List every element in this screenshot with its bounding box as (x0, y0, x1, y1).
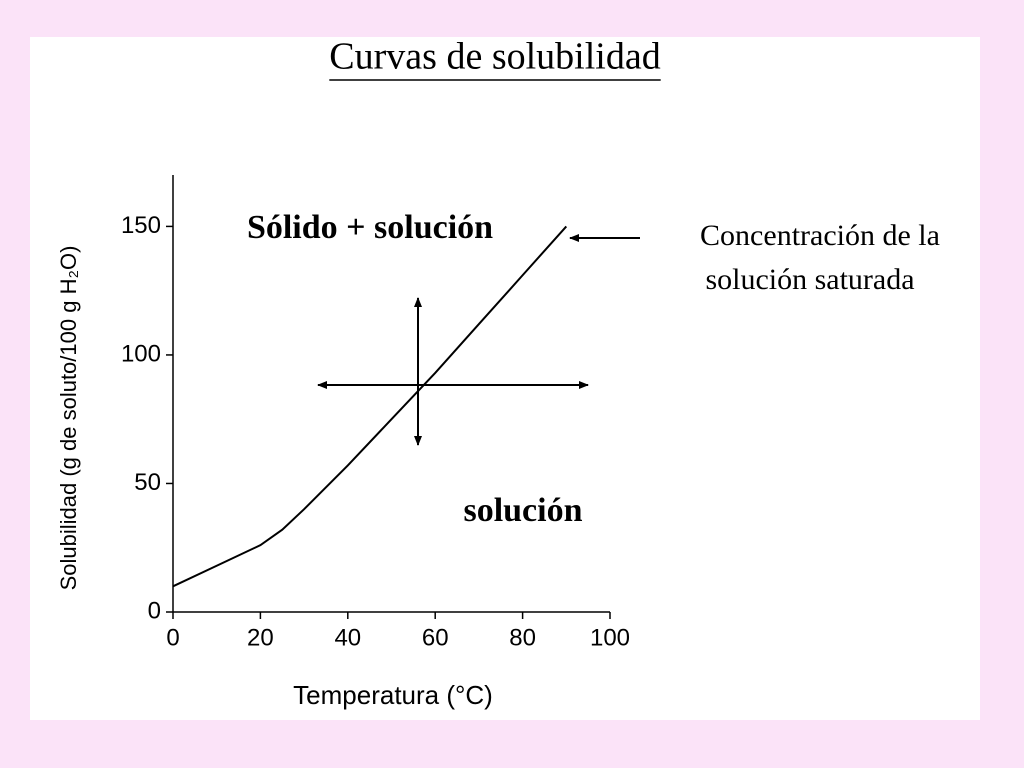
y-tick-label: 0 (148, 597, 161, 624)
data-line (172, 225, 568, 588)
annotation: solución saturada (705, 263, 914, 296)
x-tick-label: 80 (509, 624, 536, 651)
y-tick-label: 100 (121, 340, 161, 367)
y-axis-label: Solubilidad (g de soluto/100 g H₂O) (56, 246, 81, 591)
chart-title: Curvas de solubilidad (329, 36, 660, 78)
x-axis-label: Temperatura (°C) (293, 680, 493, 710)
y-tick-label: 150 (121, 212, 161, 239)
slide-area (30, 37, 980, 720)
x-tick-label: 100 (590, 624, 630, 651)
annotation: solución (463, 492, 582, 529)
x-tick-label: 0 (166, 624, 179, 651)
x-tick-label: 60 (422, 624, 449, 651)
x-tick-label: 20 (247, 624, 274, 651)
x-tick-label: 40 (334, 624, 361, 651)
y-tick-label: 50 (134, 469, 161, 496)
annotation: Concentración de la (700, 219, 940, 252)
annotation: Sólido + solución (247, 209, 493, 246)
